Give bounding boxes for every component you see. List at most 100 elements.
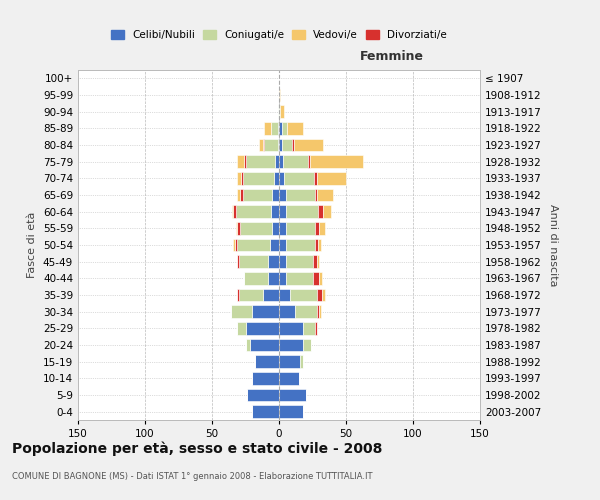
Bar bbox=[279, 322, 303, 334]
Bar bbox=[236, 222, 238, 234]
Bar bbox=[238, 289, 239, 301]
Bar bbox=[235, 239, 238, 251]
Bar bbox=[231, 306, 252, 318]
Bar bbox=[236, 206, 271, 218]
Bar bbox=[323, 206, 331, 218]
Bar bbox=[272, 222, 279, 234]
Bar bbox=[244, 272, 268, 284]
Bar bbox=[275, 156, 279, 168]
Bar bbox=[279, 222, 286, 234]
Bar bbox=[279, 106, 280, 118]
Bar bbox=[319, 306, 320, 318]
Bar bbox=[243, 188, 272, 201]
Y-axis label: Anni di nascita: Anni di nascita bbox=[548, 204, 558, 286]
Bar bbox=[317, 306, 319, 318]
Bar bbox=[303, 339, 311, 351]
Bar bbox=[286, 188, 315, 201]
Bar bbox=[233, 206, 236, 218]
Bar bbox=[238, 322, 245, 334]
Bar bbox=[319, 222, 325, 234]
Bar bbox=[314, 172, 317, 184]
Bar bbox=[259, 138, 263, 151]
Bar bbox=[279, 122, 281, 134]
Bar bbox=[238, 172, 241, 184]
Bar bbox=[279, 289, 290, 301]
Text: Popolazione per età, sesso e stato civile - 2008: Popolazione per età, sesso e stato civil… bbox=[12, 441, 382, 456]
Bar bbox=[247, 389, 279, 401]
Bar bbox=[269, 239, 279, 251]
Bar bbox=[313, 256, 317, 268]
Bar bbox=[233, 239, 235, 251]
Bar bbox=[281, 122, 287, 134]
Bar bbox=[238, 222, 240, 234]
Text: Femmine: Femmine bbox=[359, 50, 424, 63]
Bar bbox=[239, 289, 263, 301]
Bar bbox=[295, 306, 317, 318]
Bar bbox=[318, 239, 320, 251]
Bar bbox=[279, 172, 284, 184]
Bar bbox=[279, 372, 299, 384]
Bar bbox=[310, 156, 364, 168]
Bar bbox=[255, 356, 279, 368]
Bar bbox=[279, 89, 280, 101]
Bar bbox=[286, 256, 313, 268]
Bar bbox=[243, 172, 274, 184]
Bar bbox=[279, 206, 286, 218]
Bar bbox=[240, 222, 272, 234]
Bar bbox=[263, 289, 279, 301]
Bar bbox=[301, 356, 303, 368]
Bar bbox=[284, 172, 314, 184]
Bar bbox=[263, 138, 264, 151]
Bar bbox=[250, 339, 279, 351]
Legend: Celibi/Nubili, Coniugati/e, Vedovi/e, Divorziati/e: Celibi/Nubili, Coniugati/e, Vedovi/e, Di… bbox=[107, 26, 451, 44]
Bar bbox=[317, 256, 319, 268]
Bar bbox=[286, 239, 315, 251]
Bar bbox=[317, 289, 322, 301]
Bar bbox=[264, 138, 278, 151]
Bar bbox=[279, 156, 283, 168]
Bar bbox=[268, 272, 279, 284]
Bar bbox=[317, 188, 332, 201]
Bar bbox=[317, 172, 346, 184]
Bar bbox=[271, 122, 278, 134]
Bar bbox=[318, 206, 323, 218]
Bar bbox=[245, 322, 279, 334]
Bar bbox=[303, 322, 315, 334]
Bar bbox=[264, 122, 271, 134]
Bar bbox=[290, 289, 317, 301]
Bar bbox=[239, 256, 268, 268]
Bar bbox=[286, 272, 313, 284]
Bar bbox=[315, 222, 319, 234]
Bar bbox=[252, 306, 279, 318]
Bar bbox=[272, 188, 279, 201]
Bar bbox=[268, 256, 279, 268]
Bar bbox=[281, 138, 292, 151]
Bar bbox=[322, 289, 325, 301]
Bar bbox=[279, 389, 306, 401]
Bar bbox=[292, 138, 294, 151]
Bar bbox=[252, 372, 279, 384]
Bar bbox=[294, 138, 323, 151]
Bar bbox=[278, 106, 279, 118]
Bar bbox=[245, 156, 275, 168]
Bar bbox=[244, 156, 245, 168]
Bar bbox=[271, 206, 279, 218]
Y-axis label: Fasce di età: Fasce di età bbox=[28, 212, 37, 278]
Bar bbox=[252, 406, 279, 418]
Bar bbox=[315, 239, 318, 251]
Bar bbox=[274, 172, 279, 184]
Bar bbox=[279, 239, 286, 251]
Bar bbox=[279, 188, 286, 201]
Bar bbox=[315, 188, 317, 201]
Bar bbox=[279, 256, 286, 268]
Bar bbox=[279, 272, 286, 284]
Bar bbox=[279, 406, 303, 418]
Bar bbox=[240, 188, 243, 201]
Bar bbox=[278, 122, 279, 134]
Bar bbox=[279, 339, 303, 351]
Bar bbox=[238, 156, 244, 168]
Bar bbox=[286, 222, 315, 234]
Bar bbox=[315, 322, 317, 334]
Bar bbox=[286, 206, 318, 218]
Bar bbox=[278, 138, 279, 151]
